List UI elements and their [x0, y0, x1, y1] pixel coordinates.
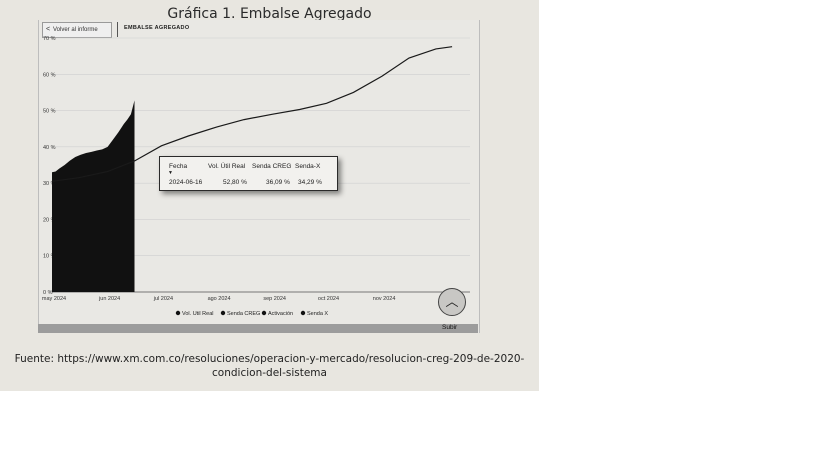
- source-line-2: condicion-del-sistema: [212, 367, 327, 379]
- legend-label: Activación: [268, 311, 293, 317]
- x-tick-label: oct 2024: [318, 296, 339, 302]
- data-tooltip: Fecha ▼ Vol. Útil Real Senda CREG Senda-…: [159, 156, 338, 191]
- y-tick-label: 50 %: [43, 109, 56, 115]
- x-tick-label: jul 2024: [153, 296, 173, 302]
- x-axis-labels: may 2024 jun 2024 jul 2024 ago 2024 sep 2024…: [42, 296, 395, 302]
- source-caption: Fuente: https://www.xm.com.co/resolucion…: [0, 352, 539, 380]
- tooltip-value-date: 2024-06-16: [169, 179, 203, 186]
- series-vol-util-real-area: [52, 100, 135, 293]
- tooltip-header-creg: Senda CREG: [252, 163, 292, 170]
- y-tick-label: 0 %: [43, 290, 53, 296]
- tooltip-header-real: Vol. Útil Real: [208, 163, 246, 170]
- sort-down-icon: ▼: [168, 170, 173, 176]
- tooltip-value-real: 52,80 %: [223, 179, 247, 186]
- chevron-left-icon: <: [45, 26, 51, 33]
- x-tick-label: nov 2024: [373, 296, 396, 302]
- y-tick-label: 60 %: [43, 72, 56, 78]
- scroll-up-label: Subir: [442, 324, 458, 331]
- y-tick-label: 20 %: [43, 217, 56, 223]
- tooltip-value-creg: 36,09 %: [266, 179, 290, 186]
- x-tick-label: may 2024: [42, 296, 66, 302]
- x-tick-label: jun 2024: [98, 296, 120, 302]
- y-axis-labels: 0 % 10 % 20 % 30 % 40 % 50 % 60 % 70 %: [43, 36, 56, 296]
- legend-label: Senda CREG: [227, 311, 260, 317]
- y-tick-label: 70 %: [43, 36, 56, 42]
- legend-marker: [175, 310, 181, 316]
- document-page: Gráfica 1. Embalse Agregado < Volver al i…: [0, 0, 539, 391]
- y-tick-label: 10 %: [43, 254, 56, 260]
- series-layer: [51, 46, 453, 293]
- figure-title: Gráfica 1. Embalse Agregado: [167, 6, 372, 22]
- legend-marker: [220, 310, 226, 316]
- y-tick-label: 30 %: [43, 181, 56, 187]
- x-tick-label: ago 2024: [208, 296, 231, 302]
- chevron-up-icon: ︿: [445, 294, 459, 309]
- legend-marker: [300, 310, 306, 316]
- reservoir-chart: 0 % 10 % 20 % 30 % 40 % 50 % 60 % 70 % may 2024…: [42, 36, 470, 317]
- back-button-label: Volver al informe: [53, 27, 98, 33]
- y-tick-label: 40 %: [43, 145, 56, 151]
- legend-marker: [261, 310, 267, 316]
- tooltip-header-sendax: Senda-X: [295, 163, 321, 170]
- scroll-up-button[interactable]: ︿: [438, 288, 466, 316]
- back-to-report-button[interactable]: < Volver al informe: [42, 22, 112, 38]
- tooltip-value-sendax: 34,29 %: [298, 179, 322, 186]
- legend-label: Vol. Util Real: [182, 311, 214, 317]
- tooltip-header-date: Fecha: [169, 163, 188, 170]
- horizontal-scrollbar[interactable]: [38, 324, 478, 333]
- legend: Vol. Util Real Senda CREG Activación Senda …: [175, 310, 328, 317]
- source-line-1: Fuente: https://www.xm.com.co/resolucion…: [14, 353, 525, 365]
- legend-label: Senda X: [307, 311, 328, 317]
- header-separator: [117, 22, 118, 37]
- series-senda-creg-line: [51, 46, 453, 182]
- x-tick-label: sep 2024: [263, 296, 286, 302]
- report-label: EMBALSE AGREGADO: [124, 25, 190, 31]
